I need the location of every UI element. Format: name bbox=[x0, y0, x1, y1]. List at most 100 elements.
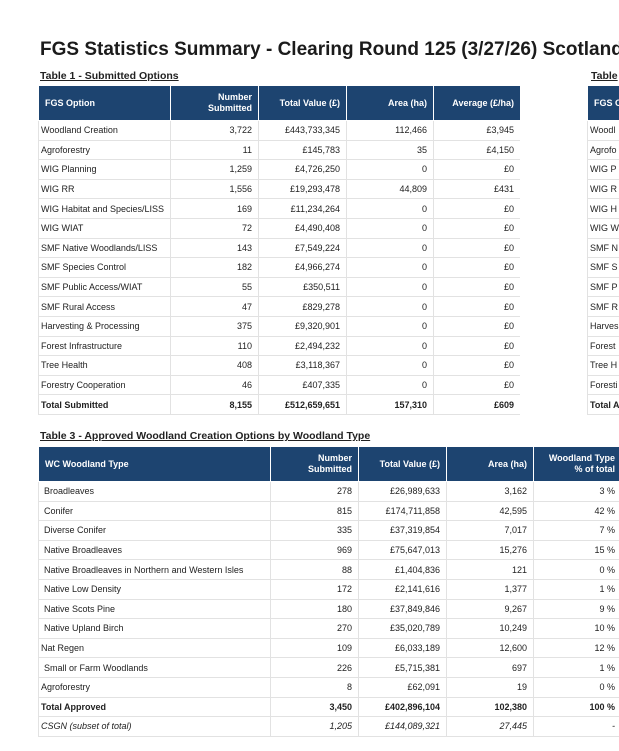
table-body: Woodland Creation 3,722 £443,733,345 112,46… bbox=[38, 120, 520, 415]
table-cell: £0 bbox=[433, 335, 520, 357]
table-cell: 3,450 bbox=[270, 696, 359, 718]
table-row: Woodland Creation 3,722 £443,733,345 112,46… bbox=[38, 120, 520, 141]
table-cell: WIG H bbox=[587, 198, 619, 219]
table-row: Total A bbox=[587, 394, 619, 415]
table-row: WIG W bbox=[587, 217, 619, 239]
table-cell: £0 bbox=[433, 217, 520, 239]
table-cell: 102,380 bbox=[446, 696, 534, 718]
header-row: FGS Option Number Submitted Total Value (£… bbox=[38, 85, 520, 121]
table-cell: £3,118,367 bbox=[258, 355, 347, 376]
table-row: Harves bbox=[587, 315, 619, 337]
table-cell: 1,556 bbox=[170, 178, 259, 200]
table-cell: 42,595 bbox=[446, 500, 534, 522]
table-row: SMF N bbox=[587, 237, 619, 259]
table-cell: 112,466 bbox=[346, 120, 434, 141]
table-cell: Harves bbox=[587, 315, 619, 337]
table-cell: Agrofo bbox=[587, 139, 619, 161]
header-cell: Total Value (£) bbox=[258, 85, 347, 121]
table-row: Forestry Cooperation 46 £407,335 0 £0 bbox=[38, 374, 520, 396]
table-cell: 7,017 bbox=[446, 520, 534, 541]
table-cell: 180 bbox=[270, 598, 359, 620]
table-cell: £443,733,345 bbox=[258, 120, 347, 141]
table-cell: 100 % bbox=[533, 696, 619, 718]
table-cell: 27,445 bbox=[446, 716, 534, 737]
header-cell: Area (ha) bbox=[446, 446, 534, 482]
table-cell: Woodland Creation bbox=[38, 120, 171, 141]
table-cell: £2,494,232 bbox=[258, 335, 347, 357]
table-row: Forest Infrastructure 110 £2,494,232 0 £0 bbox=[38, 335, 520, 357]
table-cell: 42 % bbox=[533, 500, 619, 522]
table-cell: Tree H bbox=[587, 355, 619, 376]
table-cell: Foresti bbox=[587, 374, 619, 396]
table-row: Harvesting & Processing 375 £9,320,901 0 £0 bbox=[38, 315, 520, 337]
table-row: WIG P bbox=[587, 159, 619, 180]
table-wrap: FGS Option Number Submitted Total Value (£… bbox=[38, 85, 520, 415]
table-cell: 8 bbox=[270, 676, 359, 698]
table-cell: 12,600 bbox=[446, 637, 534, 659]
table-cell: 0 bbox=[346, 374, 434, 396]
header-cell: WC Woodland Type bbox=[38, 446, 271, 482]
table-cell: Diverse Conifer bbox=[38, 520, 271, 541]
table-cell: £2,141,616 bbox=[358, 578, 447, 600]
table-cell: £26,989,633 bbox=[358, 481, 447, 502]
table-cell: 110 bbox=[170, 335, 259, 357]
table-cell: 9,267 bbox=[446, 598, 534, 620]
table-cell: 172 bbox=[270, 578, 359, 600]
table-cell: Native Scots Pine bbox=[38, 598, 271, 620]
table-row: Agroforestry 8 £62,091 19 0 % bbox=[38, 676, 619, 698]
table-row: SMF Public Access/WIAT 55 £350,511 0 £0 bbox=[38, 276, 520, 298]
table-row: Forest bbox=[587, 335, 619, 357]
table-cell: £512,659,651 bbox=[258, 394, 347, 415]
table-cell: £0 bbox=[433, 159, 520, 180]
table-row: Native Low Density 172 £2,141,616 1,377 1 % bbox=[38, 578, 619, 600]
table-cell: 1,377 bbox=[446, 578, 534, 600]
table-cell: 1,259 bbox=[170, 159, 259, 180]
table-cell: £19,293,478 bbox=[258, 178, 347, 200]
table-cell: Agroforestry bbox=[38, 139, 171, 161]
table-cell: WIG Planning bbox=[38, 159, 171, 180]
table-cell: £0 bbox=[433, 198, 520, 219]
table-row: Nat Regen 109 £6,033,189 12,600 12 % bbox=[38, 637, 619, 659]
table-cell: 10,249 bbox=[446, 618, 534, 639]
table-cell: £11,234,264 bbox=[258, 198, 347, 219]
table-cell: 0 bbox=[346, 315, 434, 337]
table-cell: £609 bbox=[433, 394, 520, 415]
table-row: WIG RR 1,556 £19,293,478 44,809 £431 bbox=[38, 178, 520, 200]
table-cell: Native Broadleaves in Northern and Weste… bbox=[38, 559, 271, 580]
table-cell: £35,020,789 bbox=[358, 618, 447, 639]
table-cell: SMF S bbox=[587, 257, 619, 278]
table-cell: £75,647,013 bbox=[358, 539, 447, 561]
table-row: Small or Farm Woodlands 226 £5,715,381 697 1… bbox=[38, 657, 619, 678]
table-cell: 11 bbox=[170, 139, 259, 161]
table-cell: Native Broadleaves bbox=[38, 539, 271, 561]
page-title: FGS Statistics Summary - Clearing Round … bbox=[40, 39, 619, 60]
table-cell: WIG P bbox=[587, 159, 619, 180]
table-cell: Conifer bbox=[38, 500, 271, 522]
header-row: FGS O bbox=[587, 85, 619, 121]
table-body: Broadleaves 278 £26,989,633 3,162 3 % Conifer… bbox=[38, 481, 619, 737]
table-row: WIG Planning 1,259 £4,726,250 0 £0 bbox=[38, 159, 520, 180]
table-cell: - bbox=[533, 716, 619, 737]
table-cell: 3 % bbox=[533, 481, 619, 502]
table-cell: 109 bbox=[270, 637, 359, 659]
table-cell: 182 bbox=[170, 257, 259, 278]
table-cell: Woodl bbox=[587, 120, 619, 141]
header-cell: FGS O bbox=[587, 85, 619, 121]
table-cell: £0 bbox=[433, 374, 520, 396]
table-cell: 169 bbox=[170, 198, 259, 219]
table-wrap: WC Woodland Type Number Submitted Total Va… bbox=[38, 446, 619, 737]
table-body: Woodl Agrofo WIG P WIG R WIG H WIG W SMF N SMF … bbox=[587, 120, 619, 415]
table-cell: 226 bbox=[270, 657, 359, 678]
table-row: Total Approved 3,450 £402,896,104 102,380 10… bbox=[38, 696, 619, 718]
table-cell: £145,783 bbox=[258, 139, 347, 161]
table-header: FGS O bbox=[587, 85, 619, 121]
table-row: Foresti bbox=[587, 374, 619, 396]
table-row: Broadleaves 278 £26,989,633 3,162 3 % bbox=[38, 481, 619, 502]
header-cell: Average (£/ha) bbox=[433, 85, 520, 121]
table: FGS Option Number Submitted Total Value (£… bbox=[38, 85, 520, 415]
table-cell: £350,511 bbox=[258, 276, 347, 298]
table-cell: 55 bbox=[170, 276, 259, 298]
table-cell: 3,722 bbox=[170, 120, 259, 141]
table-cell: £144,089,321 bbox=[358, 716, 447, 737]
table-cell: £4,726,250 bbox=[258, 159, 347, 180]
